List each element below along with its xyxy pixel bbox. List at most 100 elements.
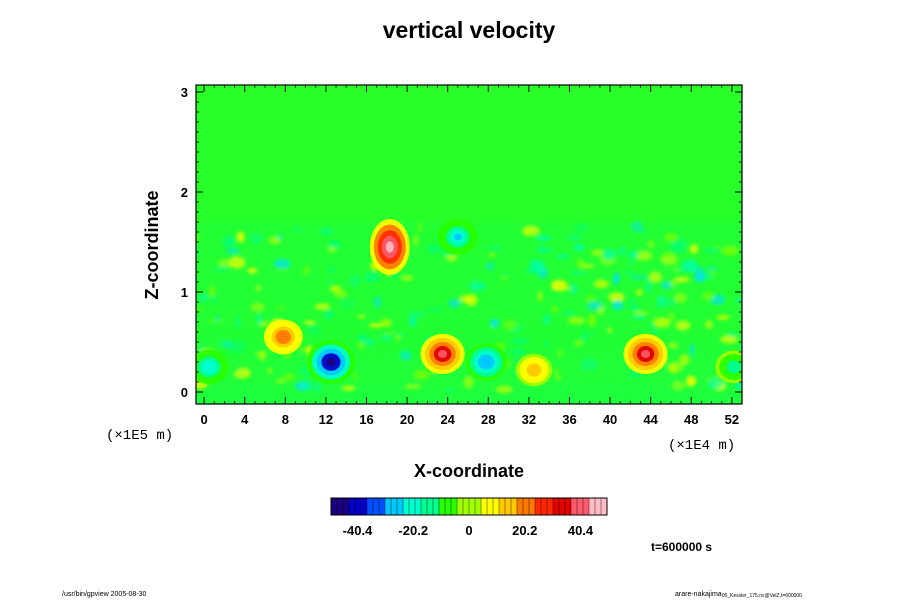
texture-blob [196,233,200,244]
texture-blob [535,235,553,241]
texture-blob [703,272,713,280]
colorbar-segment [360,497,368,516]
colorbar-tick-label: 40.4 [568,523,594,538]
colorbar-segment [396,497,404,516]
texture-blob [374,296,382,309]
texture-blob [675,320,691,331]
colorbar-segment [414,497,422,516]
colorbar-segment [528,497,536,516]
texture-blob [667,361,684,372]
z-axis-ticks: 0 1 2 3 [181,85,742,400]
texture-blob [566,233,582,242]
colorbar-ticks: -40.4 -20.2 0 20.2 40.4 [343,523,594,538]
feature-layer [196,219,742,387]
feature [263,319,303,355]
texture-blob [629,315,645,320]
texture-blob [358,333,367,343]
texture-blob [529,259,545,272]
texture-blob [275,379,286,384]
x-unit-label: (×1E4 m) [668,438,735,454]
texture-blob [537,290,543,303]
texture-blob [624,270,635,276]
texture-blob [581,330,588,343]
texture-blob [573,243,585,251]
texture-blob [426,306,445,313]
colorbar-segment [492,497,500,516]
x-tick-label: 4 [241,412,249,427]
chart-title: vertical velocity [383,17,556,43]
colorbar-segment [408,497,416,516]
texture-blob [250,302,265,312]
texture-blob [636,289,643,296]
feature [437,219,478,255]
colorbar-segment [420,497,428,516]
z-unit-label: (×1E5 m) [106,428,173,444]
texture-blob [501,272,509,277]
colorbar-segment [444,497,452,516]
x-tick-label: 52 [725,412,739,427]
colorbar-segment [576,497,584,516]
colorbar-segment [330,497,338,516]
texture-blob [721,245,739,256]
texture-blob [368,323,385,328]
texture-blob [561,310,578,315]
texture-blob [327,280,334,284]
texture-blob [569,283,578,295]
colorbar-segment [480,497,488,516]
texture-blob [556,348,563,359]
colorbar-segment [564,497,572,516]
texture-blob [229,340,247,354]
texture-blob [574,339,583,347]
texture-blob [618,246,627,256]
feature-contour [730,363,738,371]
plot-frame [195,84,743,405]
texture-blob [647,240,655,249]
texture-blob [668,312,675,322]
texture-blob [690,343,695,356]
texture-blob [357,315,365,318]
texture-blob [509,348,526,355]
x-tick-label: 20 [400,412,414,427]
colorbar-segment [534,497,542,516]
colorbar-segment [474,497,482,516]
texture-blob [543,341,551,347]
colorbar-segment [486,497,494,516]
colorbar-segment [588,497,596,516]
colorbar-frame [330,497,608,516]
x-tick-label: 16 [359,412,373,427]
texture-blob [641,229,647,235]
texture-blob [226,248,240,255]
texture-blob [669,242,687,254]
x-tick-label: 28 [481,412,495,427]
feature [420,333,465,375]
texture-blob [333,289,348,298]
colorbar-segment [372,497,380,516]
texture-blob [630,274,648,281]
texture-blob [535,248,554,253]
colorbar-segment [432,497,440,516]
feature-contour [205,363,214,371]
colorbar-tick-label: -20.2 [398,523,428,538]
texture-blob [448,298,461,308]
texture-blob [705,266,719,271]
texture-blob [382,331,396,336]
texture-blob [351,371,359,383]
colorbar-segment [468,497,476,516]
texture-blob [216,340,233,345]
colorbar-segment [582,497,590,516]
texture-blob [673,292,687,303]
texture-blob [612,300,624,311]
texture-blob [587,313,597,327]
texture-blob [726,332,738,337]
texture-blob [674,276,690,283]
texture-blob [646,322,657,330]
texture-blob [705,320,713,329]
texture-blob [555,253,570,260]
x-tick-label: 36 [562,412,576,427]
texture-blob [555,286,572,291]
texture-blob [628,260,634,266]
feature-contour [530,366,538,374]
texture-blob [254,350,268,357]
texture-blob [489,319,500,328]
footer-right-main: arare-nakajima [675,591,722,598]
